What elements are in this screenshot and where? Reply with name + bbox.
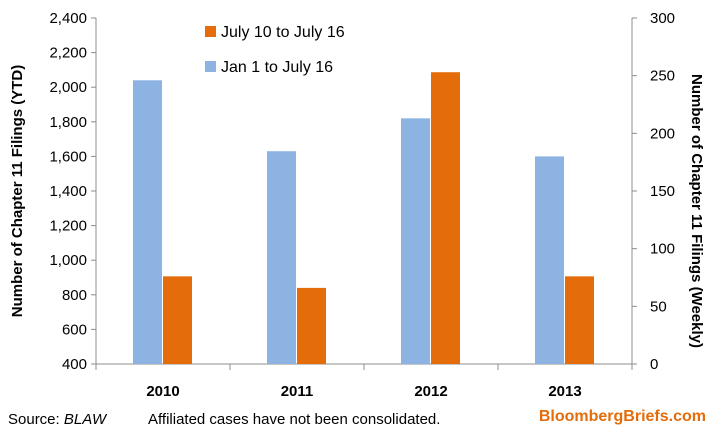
bar-ytd — [535, 156, 564, 364]
legend-label: July 10 to July 16 — [221, 24, 345, 41]
legend-label: Jan 1 to July 16 — [221, 59, 333, 76]
y-right-axis-title: Number of Chapter 11 Filings (Weekly) — [688, 74, 705, 348]
y-left-tick-label: 1,000 — [49, 252, 87, 269]
y-left-axis-title: Number of Chapter 11 Filings (YTD) — [9, 65, 26, 318]
y-right-tick-label: 0 — [650, 356, 658, 373]
bar-ytd — [133, 80, 162, 364]
x-tick-label: 2010 — [146, 383, 179, 400]
y-right-tick-label: 300 — [650, 10, 675, 27]
y-right-tick-label: 200 — [650, 125, 675, 142]
y-right-tick-label: 150 — [650, 183, 675, 200]
bar-weekly — [565, 276, 594, 364]
y-left-tick-label: 1,200 — [49, 218, 87, 235]
y-left-tick-label: 2,200 — [49, 45, 87, 62]
y-left-tick-label: 800 — [62, 287, 87, 304]
y-right-tick-label: 100 — [650, 241, 675, 258]
y-left-tick-label: 1,400 — [49, 183, 87, 200]
y-left-tick-label: 400 — [62, 356, 87, 373]
x-tick-label: 2013 — [548, 383, 581, 400]
bar-ytd — [267, 151, 296, 364]
y-right-tick-label: 250 — [650, 68, 675, 85]
source-text: Source: BLAW — [8, 411, 106, 428]
brand-logo: BloombergBriefs.com — [538, 408, 706, 425]
y-left-tick-label: 1,600 — [49, 148, 87, 165]
y-right-tick-label: 50 — [650, 298, 667, 315]
bar-weekly — [163, 276, 192, 364]
legend-swatch — [205, 61, 216, 72]
legend-swatch — [205, 26, 216, 37]
chart: 400 600 800 1,000 1,200 1,400 1,600 1,800 2,000 2… — [9, 10, 705, 400]
bar-weekly — [297, 287, 326, 364]
y-left-tick-label: 1,800 — [49, 114, 87, 131]
y-left-tick-label: 2,400 — [49, 10, 87, 27]
y-left-tick-label: 600 — [62, 321, 87, 338]
y-left-tick-label: 2,000 — [49, 79, 87, 96]
x-tick-label: 2011 — [281, 383, 314, 400]
source-value: BLAW — [63, 411, 107, 428]
source-label: Source: — [8, 411, 64, 428]
bar-weekly — [431, 72, 460, 364]
footnote: Affiliated cases have not been consolida… — [148, 411, 441, 428]
bar-ytd — [401, 118, 430, 364]
x-tick-label: 2012 — [414, 383, 447, 400]
